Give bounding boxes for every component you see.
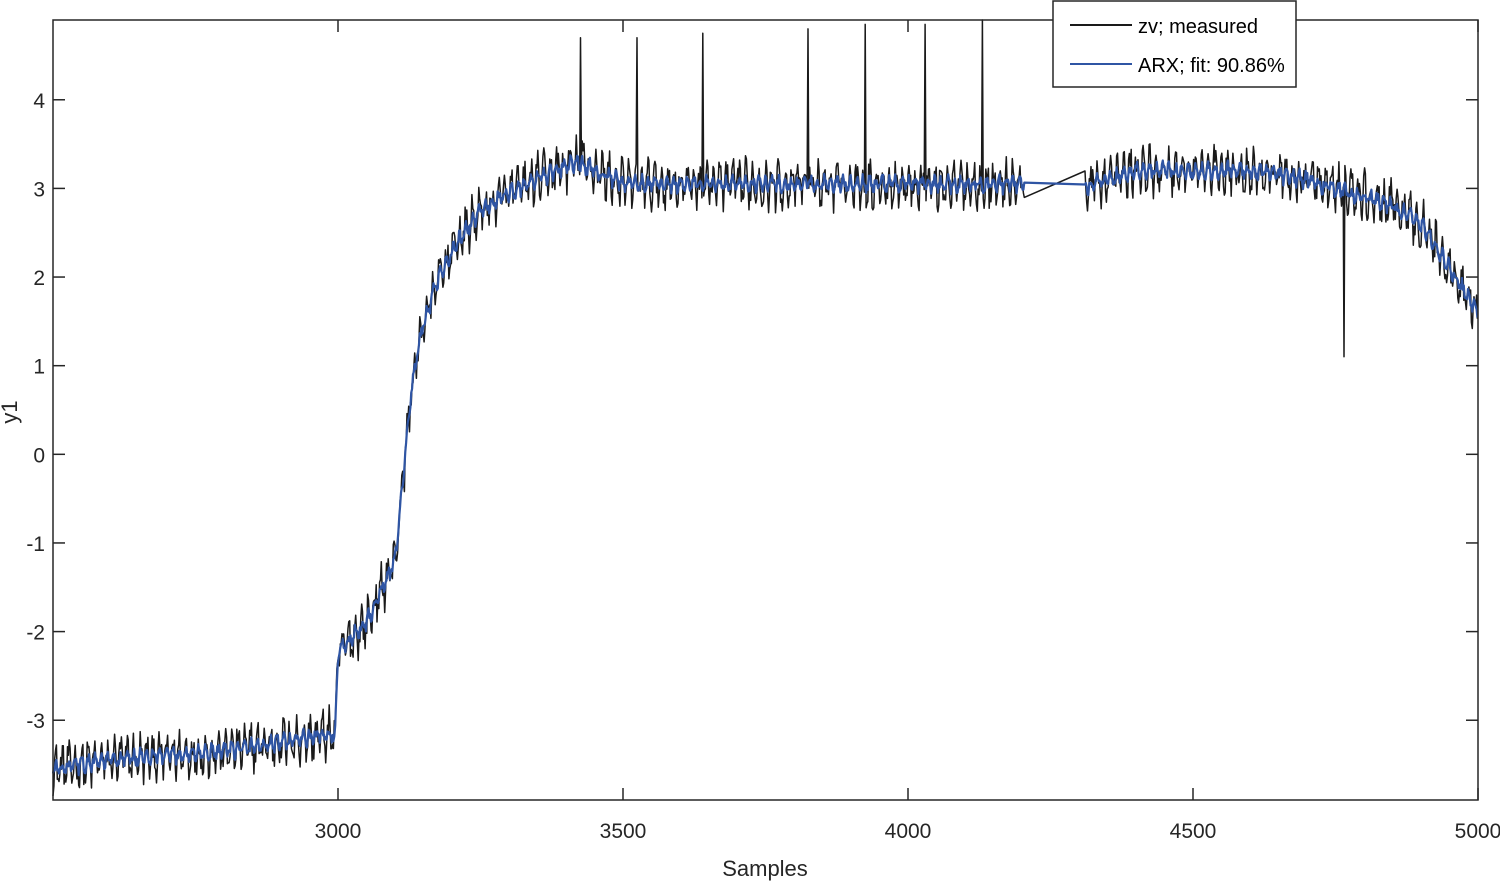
x-tick-label: 5000	[1455, 820, 1500, 843]
series-line-measured	[52, 19, 1479, 796]
series-line-model	[51, 154, 1479, 777]
x-tick-label: 3500	[600, 820, 647, 843]
x-tick-label: 4500	[1170, 820, 1217, 843]
y-tick-label: -2	[26, 622, 45, 645]
y-tick-label: 4	[33, 90, 45, 113]
y-tick-label: -3	[26, 710, 45, 733]
tick-labels: 3000 3500 4000 4500 5000 -3 -2 -1 0 1 2 3 4	[26, 90, 1500, 843]
plot-area	[51, 19, 1479, 796]
x-axis-title: Samples	[722, 856, 808, 881]
y-tick-label: 2	[33, 267, 45, 290]
y-tick-label: 1	[33, 356, 45, 379]
y-tick-label: 3	[33, 178, 45, 201]
x-tick-label: 4000	[885, 820, 932, 843]
axes	[52, 19, 1479, 801]
legend: zv; measured ARX; fit: 90.86%	[1052, 0, 1297, 88]
y-axis-title: y1	[0, 400, 22, 423]
y-tick-label: 0	[33, 444, 45, 467]
legend-label-model: ARX; fit: 90.86%	[1138, 55, 1285, 77]
legend-box	[1052, 0, 1297, 88]
y-tick-label: -1	[26, 533, 45, 556]
legend-label-measured: zv; measured	[1138, 16, 1258, 38]
x-tick-label: 3000	[315, 820, 362, 843]
axes-box	[52, 19, 1479, 801]
